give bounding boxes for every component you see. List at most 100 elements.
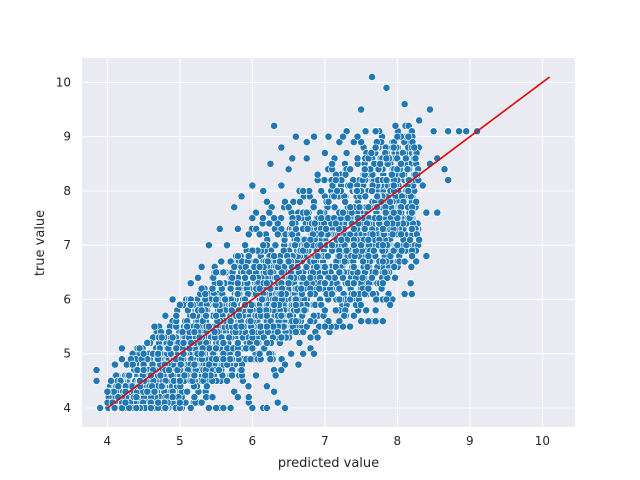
data-point xyxy=(404,186,413,195)
data-point xyxy=(357,105,366,114)
points-layer xyxy=(92,73,482,412)
data-point xyxy=(342,127,351,136)
x-axis-label: predicted value xyxy=(278,456,379,471)
data-point xyxy=(204,322,213,331)
data-point xyxy=(335,317,344,326)
data-point xyxy=(277,311,286,320)
data-point xyxy=(237,192,246,201)
data-point xyxy=(165,328,173,336)
data-point xyxy=(197,306,206,315)
data-point xyxy=(378,279,387,288)
data-point xyxy=(183,322,192,331)
data-point xyxy=(241,241,250,250)
data-point xyxy=(248,181,257,190)
data-point xyxy=(217,257,226,266)
data-point xyxy=(364,284,373,293)
data-point xyxy=(190,360,199,369)
data-point xyxy=(233,290,242,299)
data-point xyxy=(297,284,306,293)
data-point xyxy=(277,224,286,233)
data-point xyxy=(313,333,322,342)
data-point xyxy=(393,132,402,141)
data-point xyxy=(291,300,300,309)
data-point xyxy=(361,192,370,201)
data-point xyxy=(356,300,365,309)
data-point xyxy=(156,371,165,380)
data-point xyxy=(275,257,284,266)
data-point xyxy=(221,295,230,304)
x-tick-label: 6 xyxy=(249,434,257,448)
data-point xyxy=(284,279,293,288)
data-point xyxy=(266,355,275,364)
data-point xyxy=(262,311,271,320)
data-point xyxy=(363,262,372,271)
data-point xyxy=(371,317,380,326)
data-point xyxy=(255,284,264,293)
data-point xyxy=(320,149,329,157)
data-point xyxy=(227,306,236,315)
data-point xyxy=(262,322,271,331)
data-point xyxy=(114,382,123,391)
data-point xyxy=(244,230,253,239)
data-point xyxy=(315,284,324,293)
data-point xyxy=(248,404,257,412)
data-point xyxy=(386,300,395,309)
data-point xyxy=(195,333,204,342)
data-point xyxy=(390,262,399,271)
data-point xyxy=(346,181,355,190)
data-point xyxy=(154,398,163,407)
data-point xyxy=(302,241,311,250)
data-point xyxy=(228,371,237,380)
data-point xyxy=(342,149,351,157)
data-point xyxy=(281,360,289,369)
data-point xyxy=(265,208,274,217)
data-point xyxy=(288,230,297,239)
x-tick-label: 5 xyxy=(176,434,184,448)
data-point xyxy=(303,224,312,233)
data-point xyxy=(400,100,409,109)
data-point xyxy=(382,83,391,92)
data-point xyxy=(299,186,308,195)
data-point xyxy=(233,252,242,261)
data-point xyxy=(219,355,228,364)
data-point xyxy=(110,360,119,369)
data-point xyxy=(107,376,115,385)
data-point xyxy=(226,284,235,293)
data-point xyxy=(175,376,184,385)
data-point xyxy=(360,290,369,299)
data-point xyxy=(444,127,453,136)
data-point xyxy=(266,268,275,277)
data-point xyxy=(244,382,253,391)
data-point xyxy=(219,338,228,347)
data-point xyxy=(382,295,391,304)
data-point xyxy=(202,382,211,391)
data-point xyxy=(355,203,364,212)
data-point xyxy=(386,197,395,206)
data-point xyxy=(376,159,385,168)
data-point xyxy=(92,366,101,374)
data-point xyxy=(252,208,260,217)
data-point xyxy=(212,268,221,277)
data-point xyxy=(389,208,398,217)
data-point xyxy=(349,241,358,250)
data-point xyxy=(176,360,185,369)
data-point xyxy=(252,371,260,380)
data-point xyxy=(212,344,220,353)
data-point xyxy=(281,197,289,206)
data-point xyxy=(262,338,271,347)
data-point xyxy=(408,252,417,261)
data-point xyxy=(204,404,213,412)
data-point xyxy=(306,273,315,282)
data-point xyxy=(117,355,126,364)
data-point xyxy=(204,360,213,369)
data-point xyxy=(407,262,416,271)
data-point xyxy=(335,295,344,304)
data-point xyxy=(270,252,279,261)
reference-line xyxy=(106,76,551,409)
data-point xyxy=(291,328,300,336)
data-point xyxy=(190,393,199,402)
y-tick-label: 5 xyxy=(63,347,71,361)
data-point xyxy=(361,127,370,136)
data-point xyxy=(346,203,355,212)
data-point xyxy=(219,404,228,412)
